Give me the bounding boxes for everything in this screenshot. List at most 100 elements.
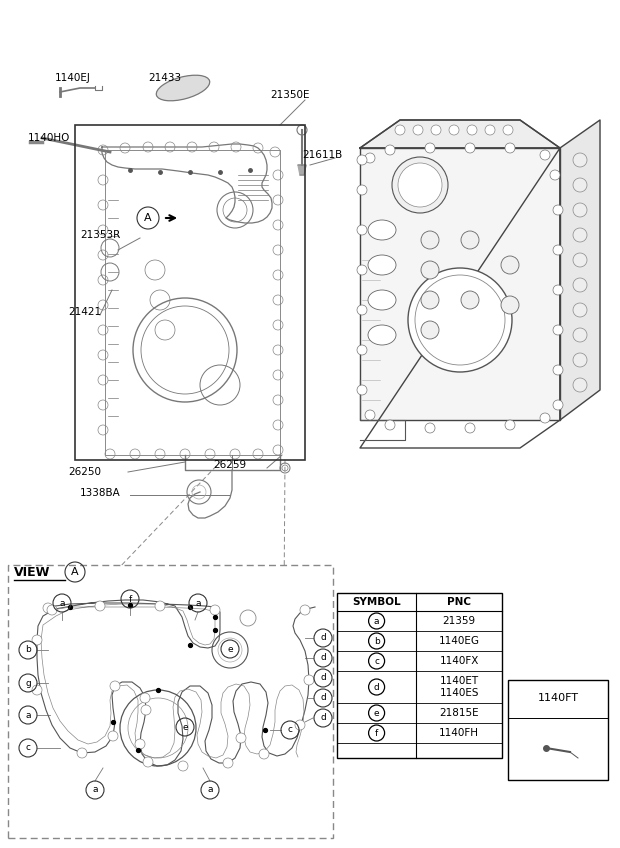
Circle shape xyxy=(365,410,375,420)
Text: A: A xyxy=(71,567,79,577)
Circle shape xyxy=(573,253,587,267)
Circle shape xyxy=(357,225,367,235)
Circle shape xyxy=(421,231,439,249)
Circle shape xyxy=(295,720,305,730)
Text: d: d xyxy=(374,683,379,691)
Text: a: a xyxy=(92,785,98,795)
Circle shape xyxy=(395,125,405,135)
Bar xyxy=(508,680,608,780)
Text: 21433: 21433 xyxy=(148,73,181,83)
Circle shape xyxy=(259,749,269,759)
Circle shape xyxy=(413,125,423,135)
Text: a: a xyxy=(25,711,31,719)
Text: 21353R: 21353R xyxy=(80,230,120,240)
Text: 21815E: 21815E xyxy=(440,708,479,718)
Circle shape xyxy=(357,185,367,195)
Text: d: d xyxy=(320,713,326,722)
Circle shape xyxy=(573,303,587,317)
Text: 1140FT: 1140FT xyxy=(538,693,578,703)
Circle shape xyxy=(236,733,246,743)
Text: SYMBOL: SYMBOL xyxy=(352,597,401,607)
Circle shape xyxy=(553,325,563,335)
Circle shape xyxy=(505,420,515,430)
Circle shape xyxy=(135,739,145,749)
Text: 1140ET
1140ES: 1140ET 1140ES xyxy=(440,676,479,698)
Text: 21350E: 21350E xyxy=(270,90,309,100)
Circle shape xyxy=(550,170,560,180)
Circle shape xyxy=(108,731,118,741)
Circle shape xyxy=(553,400,563,410)
Circle shape xyxy=(210,605,220,615)
Circle shape xyxy=(32,635,42,645)
Circle shape xyxy=(465,423,475,433)
Text: 1140EG: 1140EG xyxy=(438,636,480,646)
Bar xyxy=(8,565,333,838)
Circle shape xyxy=(540,150,550,160)
Text: 21611B: 21611B xyxy=(302,150,342,160)
Circle shape xyxy=(155,601,165,611)
Bar xyxy=(337,593,502,758)
Circle shape xyxy=(223,758,233,768)
Circle shape xyxy=(431,125,441,135)
Ellipse shape xyxy=(368,220,396,240)
Circle shape xyxy=(505,143,515,153)
Circle shape xyxy=(141,705,151,715)
Circle shape xyxy=(501,296,519,314)
Text: 21359: 21359 xyxy=(443,616,476,626)
Circle shape xyxy=(573,278,587,292)
Ellipse shape xyxy=(368,290,396,310)
Text: d: d xyxy=(320,694,326,702)
Text: f: f xyxy=(128,594,131,604)
Circle shape xyxy=(140,693,150,703)
Circle shape xyxy=(110,681,120,691)
Circle shape xyxy=(77,748,87,758)
Circle shape xyxy=(95,601,105,611)
Circle shape xyxy=(485,125,495,135)
Circle shape xyxy=(553,245,563,255)
Circle shape xyxy=(47,605,57,615)
Circle shape xyxy=(425,423,435,433)
Circle shape xyxy=(553,205,563,215)
Text: a: a xyxy=(195,599,201,607)
Circle shape xyxy=(421,261,439,279)
Circle shape xyxy=(540,413,550,423)
Text: a: a xyxy=(374,616,379,626)
Polygon shape xyxy=(360,120,560,148)
Circle shape xyxy=(43,603,53,613)
Circle shape xyxy=(385,420,395,430)
Circle shape xyxy=(553,365,563,375)
Circle shape xyxy=(357,345,367,355)
Text: b: b xyxy=(374,637,379,645)
Text: 21421: 21421 xyxy=(68,307,101,317)
Circle shape xyxy=(465,143,475,153)
Circle shape xyxy=(365,153,375,163)
Circle shape xyxy=(573,328,587,342)
Circle shape xyxy=(503,125,513,135)
Polygon shape xyxy=(360,120,560,148)
Text: 1140FH: 1140FH xyxy=(439,728,479,738)
Polygon shape xyxy=(298,165,306,175)
Circle shape xyxy=(425,143,435,153)
Circle shape xyxy=(573,228,587,242)
Text: A: A xyxy=(144,213,152,223)
Circle shape xyxy=(300,605,310,615)
Text: VIEW: VIEW xyxy=(14,566,50,578)
Text: g: g xyxy=(25,678,31,688)
Circle shape xyxy=(415,275,505,365)
Circle shape xyxy=(392,157,448,213)
Circle shape xyxy=(398,163,442,207)
Circle shape xyxy=(553,285,563,295)
Circle shape xyxy=(573,378,587,392)
Text: c: c xyxy=(288,726,293,734)
Circle shape xyxy=(357,385,367,395)
Text: a: a xyxy=(60,599,64,607)
Circle shape xyxy=(357,155,367,165)
Circle shape xyxy=(421,291,439,309)
Circle shape xyxy=(178,761,188,771)
Text: a: a xyxy=(207,785,213,795)
Polygon shape xyxy=(560,120,600,420)
Circle shape xyxy=(357,305,367,315)
Circle shape xyxy=(357,265,367,275)
Circle shape xyxy=(421,321,439,339)
Text: 1140EJ: 1140EJ xyxy=(55,73,91,83)
